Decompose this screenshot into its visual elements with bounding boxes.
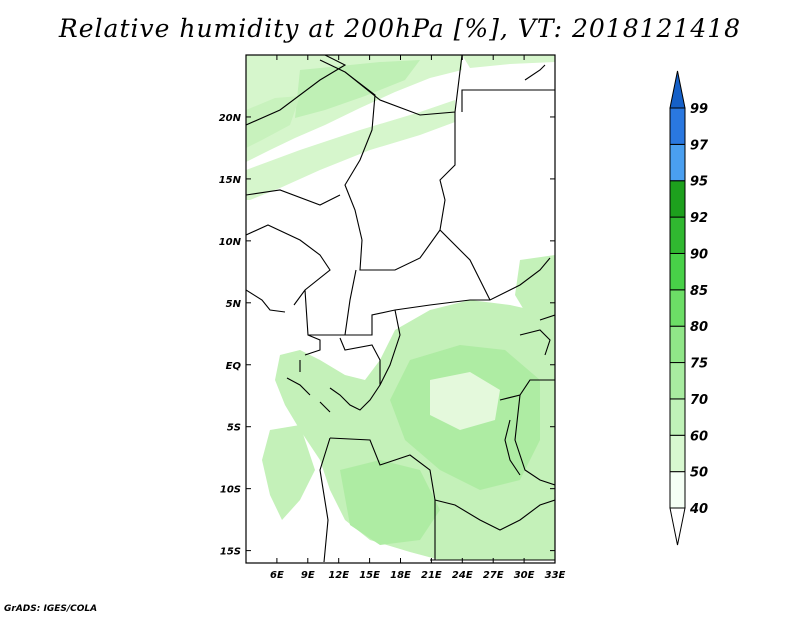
colorbar-box (669, 434, 686, 473)
latitude-ticks: 20N 15N 10N 5N EQ 5S 10S 15S (219, 113, 555, 558)
colorbar-label: 97 (690, 138, 709, 153)
lat-tick-label: 20N (219, 113, 242, 124)
colorbar-label: 40 (689, 502, 708, 517)
lon-tick-label: 30E (514, 570, 535, 581)
humidity-area-congo-light (430, 372, 500, 430)
lon-tick-label: 24E (452, 570, 473, 581)
lat-tick-label: 15N (219, 175, 242, 186)
colorbar-box (669, 471, 686, 509)
lon-tick-label: 15E (359, 570, 380, 581)
grads-credit: GrADS: IGES/COLA (4, 604, 98, 614)
lat-tick-label: 10N (219, 237, 242, 248)
map-title: Relative humidity at 200hPa [%], VT: 201… (58, 14, 742, 43)
colorbar-box (669, 252, 686, 291)
humidity-area-coast-southwest (262, 425, 315, 520)
humidity-area-north-core (295, 60, 420, 118)
colorbar-over-arrow (669, 70, 686, 109)
lat-tick-label: 15S (220, 547, 241, 558)
lon-tick-label: 18E (390, 570, 411, 581)
colorbar-under-arrow (669, 507, 686, 546)
colorbar-label: 60 (690, 429, 708, 444)
humidity-area-angola-core (340, 460, 440, 545)
colorbar-label: 50 (690, 466, 708, 481)
colorbar-box (669, 143, 686, 182)
colorbar-box (669, 289, 686, 327)
colorbar-label: 95 (690, 175, 708, 190)
lon-tick-label: 27E (483, 570, 504, 581)
lat-tick-label: EQ (226, 361, 242, 372)
lon-tick-label: 33E (545, 570, 566, 581)
colorbar-label: 85 (690, 284, 708, 299)
lon-tick-label: 6E (270, 570, 284, 581)
longitude-ticks: 6E 9E 12E 15E 18E 21E 24E 27E 30E 33E (270, 55, 566, 581)
humidity-area-northeast-arm (462, 55, 555, 68)
lon-tick-label: 12E (328, 570, 349, 581)
humidity-area-east-ridge (515, 255, 555, 320)
colorbar-label: 80 (690, 320, 708, 335)
colorbar-box (669, 107, 686, 145)
lon-tick-label: 21E (421, 570, 442, 581)
lat-tick-label: 5N (226, 299, 242, 310)
colorbar-label: 92 (690, 211, 708, 226)
colorbar: 40 50 60 70 75 80 85 90 92 95 97 99 (669, 70, 709, 546)
colorbar-label: 99 (690, 102, 708, 117)
colorbar-box (669, 216, 686, 254)
lat-tick-label: 5S (227, 423, 241, 434)
humidity-area-north-west (246, 96, 300, 148)
humidity-area-north-diag (246, 100, 455, 200)
lon-tick-label: 9E (301, 570, 315, 581)
colorbar-label: 70 (690, 393, 708, 408)
humidity-shading (246, 55, 555, 560)
colorbar-label: 90 (690, 247, 708, 262)
colorbar-box (669, 325, 686, 364)
country-borders (246, 55, 555, 563)
colorbar-box (669, 180, 686, 218)
colorbar-box (669, 362, 686, 400)
lat-tick-label: 10S (220, 485, 241, 496)
colorbar-label: 75 (690, 357, 708, 372)
colorbar-box (669, 398, 686, 436)
